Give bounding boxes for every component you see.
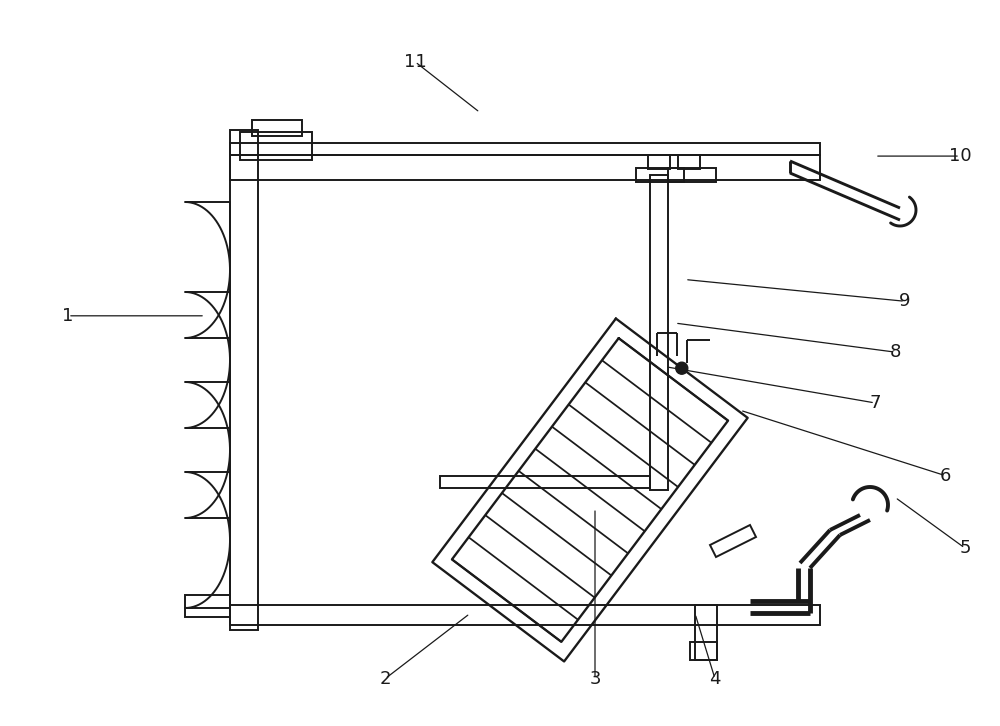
Bar	[185, 595, 230, 617]
Bar	[648, 155, 670, 169]
Bar	[690, 642, 717, 660]
Circle shape	[676, 362, 688, 374]
Bar	[230, 130, 258, 630]
Bar	[230, 155, 820, 180]
Bar	[440, 476, 650, 488]
Text: 1: 1	[62, 307, 74, 325]
Bar	[650, 175, 668, 490]
Text: 10: 10	[949, 147, 971, 165]
Text: 6: 6	[939, 467, 951, 484]
Bar	[678, 155, 700, 169]
Text: 8: 8	[889, 343, 901, 361]
Bar	[230, 605, 820, 625]
Text: 7: 7	[869, 394, 881, 412]
Bar	[695, 605, 717, 660]
Bar	[636, 168, 684, 182]
Text: 2: 2	[379, 670, 391, 688]
Text: 4: 4	[709, 670, 721, 688]
Bar	[252, 120, 302, 136]
Text: 9: 9	[899, 293, 911, 310]
Text: 5: 5	[959, 539, 971, 557]
Bar	[230, 143, 820, 155]
Bar	[668, 168, 716, 182]
Bar	[240, 132, 312, 160]
Text: 11: 11	[404, 53, 426, 70]
Text: 3: 3	[589, 670, 601, 688]
